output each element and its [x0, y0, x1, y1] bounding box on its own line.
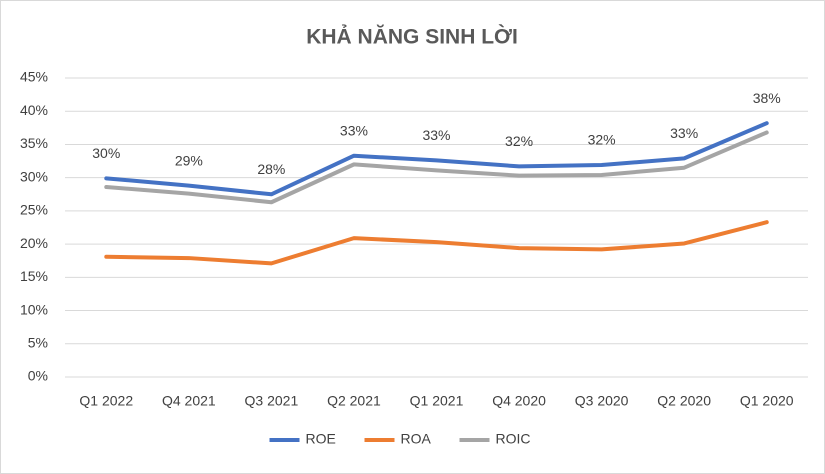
y-tick-label: 5% [28, 334, 48, 350]
x-tick-label: Q2 2021 [327, 393, 381, 409]
y-tick-label: 25% [20, 202, 48, 218]
data-label: 30% [92, 145, 120, 161]
data-label: 33% [422, 127, 450, 143]
y-tick-label: 20% [20, 235, 48, 251]
x-tick-label: Q4 2021 [162, 393, 216, 409]
chart-title: KHẢ NĂNG SINH LỜI [306, 25, 518, 49]
x-tick-label: Q1 2020 [740, 393, 794, 409]
data-label: 38% [753, 90, 781, 106]
legend-label: ROA [401, 431, 432, 447]
data-label: 32% [505, 133, 533, 149]
y-tick-label: 15% [20, 268, 48, 284]
data-label: 32% [588, 132, 616, 148]
x-tick-label: Q4 2020 [492, 393, 546, 409]
y-tick-label: 0% [28, 368, 48, 384]
data-label: 29% [175, 152, 203, 168]
y-tick-label: 35% [20, 135, 48, 151]
line-series [104, 220, 769, 266]
legend-label: ROIC [496, 431, 531, 447]
legend-label: ROE [306, 431, 336, 447]
y-tick-label: 10% [20, 301, 48, 317]
x-tick-label: Q1 2021 [410, 393, 464, 409]
line-series [104, 130, 769, 205]
x-tick-label: Q1 2022 [79, 393, 133, 409]
x-tick-label: Q3 2021 [245, 393, 299, 409]
data-label: 28% [257, 161, 285, 177]
line-series [104, 121, 769, 197]
y-tick-label: 40% [20, 102, 48, 118]
y-tick-label: 30% [20, 168, 48, 184]
data-label: 33% [340, 122, 368, 138]
x-tick-label: Q2 2020 [657, 393, 711, 409]
y-tick-label: 45% [20, 69, 48, 85]
x-tick-label: Q3 2020 [575, 393, 629, 409]
data-label: 33% [670, 125, 698, 141]
